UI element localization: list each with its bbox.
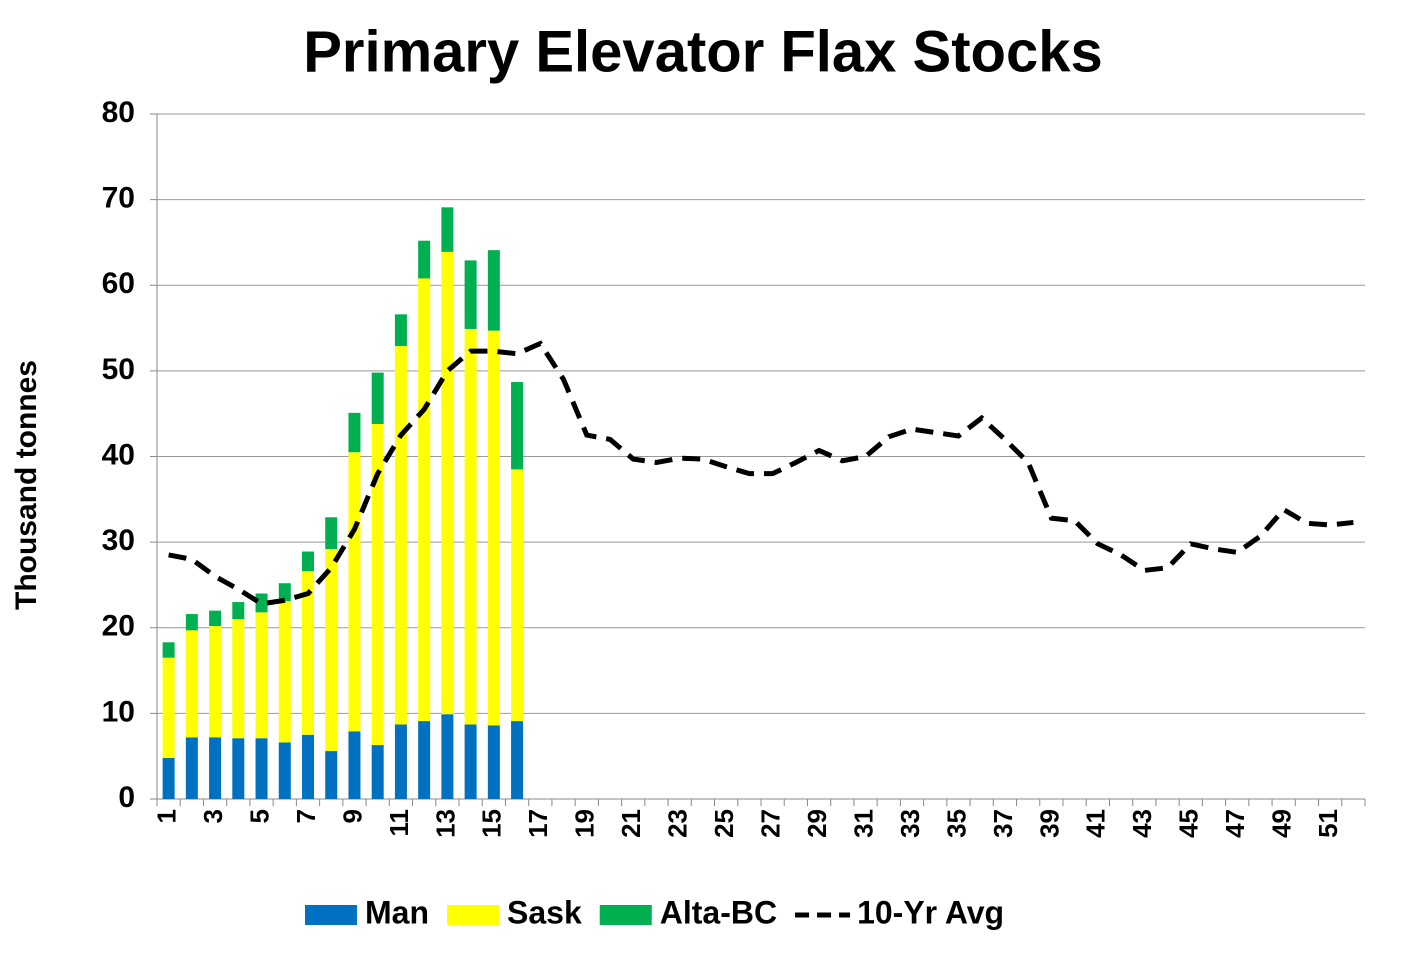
y-axis-title: Thousand tonnes [10,360,43,610]
bar-segment [394,346,407,725]
chart-title: Primary Elevator Flax Stocks [303,19,1103,84]
x-tick-label: 29 [802,809,832,838]
x-tick-label: 41 [1081,809,1111,838]
bar-segment [209,737,222,799]
bar-segment [209,626,222,738]
bar-segment [348,452,361,732]
bar-segment [325,548,338,752]
bar-segment [209,610,222,627]
x-tick-label: 33 [895,809,925,838]
x-tick-label: 21 [616,809,646,838]
x-tick-label: 45 [1174,809,1204,838]
bar-segment [394,314,407,347]
x-tick-label: 3 [198,809,228,823]
bar-segment [185,630,198,738]
y-tick-label: 0 [118,781,135,814]
y-tick-label: 50 [102,353,135,386]
legend-swatch [305,905,357,925]
legend-swatch [599,905,652,925]
bar-segment [511,382,524,470]
bar-segment [487,725,500,799]
y-tick-label: 20 [102,610,135,643]
x-tick-label: 15 [477,809,507,838]
bar-segment [418,721,431,799]
bar-segment [348,412,361,453]
bar-segment [302,571,314,735]
x-tick-label: 19 [570,809,600,838]
bar-segment [464,724,477,799]
x-tick-label: 35 [941,809,971,838]
x-tick-label: 11 [384,809,414,837]
bar-segment [232,738,245,799]
bar-segment [278,742,291,799]
x-tick-label: 27 [755,809,785,838]
bar-segment [348,731,361,799]
x-tick-label: 1 [151,809,181,823]
x-tick-label: 7 [291,809,321,823]
bar-segment [371,423,384,746]
bar-segment [325,517,338,549]
bar-segment [394,724,407,799]
x-tick-label: 43 [1127,809,1157,838]
legend-swatch [447,905,499,925]
bar-segment [487,330,500,726]
x-tick-label: 39 [1034,809,1064,838]
bar-segment [278,601,291,743]
x-tick-label: 31 [848,809,878,838]
bar-segment [325,751,338,799]
bar-segment [185,614,198,631]
bar-segment [441,714,454,799]
bar-segment [371,372,384,424]
bar-segment [302,551,314,572]
bar-segment [278,583,291,602]
x-tick-label: 51 [1313,809,1343,838]
legend-label: Sask [507,894,582,930]
bar-segment [371,745,384,799]
bar-segment [232,619,245,739]
bar-segment [487,250,500,331]
x-tick-label: 37 [988,809,1018,838]
bar-segment [464,260,477,329]
legend-label: Alta-BC [660,894,777,930]
x-tick-label: 25 [709,809,739,838]
bar-segment [464,328,477,725]
x-tick-label: 23 [663,809,693,838]
y-tick-label: 80 [102,96,135,129]
y-tick-label: 40 [102,438,135,471]
bar-segment [511,469,524,722]
x-tick-label: 9 [337,809,367,823]
bar-segment [255,738,268,799]
y-tick-label: 60 [102,267,135,300]
bar-segment [418,278,431,722]
bar-segment [232,602,245,620]
x-tick-label: 47 [1220,809,1250,838]
x-tick-label: 17 [523,809,553,838]
bar-segment [302,734,314,799]
bar-segment [255,593,268,613]
bar-segment [162,657,175,758]
line-series [168,340,1354,607]
x-tick-label: 49 [1267,809,1297,838]
x-tick-label: 13 [430,809,460,838]
bar-segment [162,642,175,658]
y-tick-label: 30 [102,524,135,557]
bar-segment [185,737,198,799]
bar-segment [441,207,454,252]
bar-segment [162,757,175,799]
legend-label: Man [365,894,429,930]
bar-segment [441,251,454,715]
legend-label: 10-Yr Avg [857,894,1004,930]
y-tick-label: 10 [102,695,135,728]
bar-segment [255,612,268,739]
y-tick-label: 70 [102,182,135,215]
x-tick-label: 5 [244,809,274,823]
bar-segment [418,240,431,279]
bar-segment [511,721,524,799]
